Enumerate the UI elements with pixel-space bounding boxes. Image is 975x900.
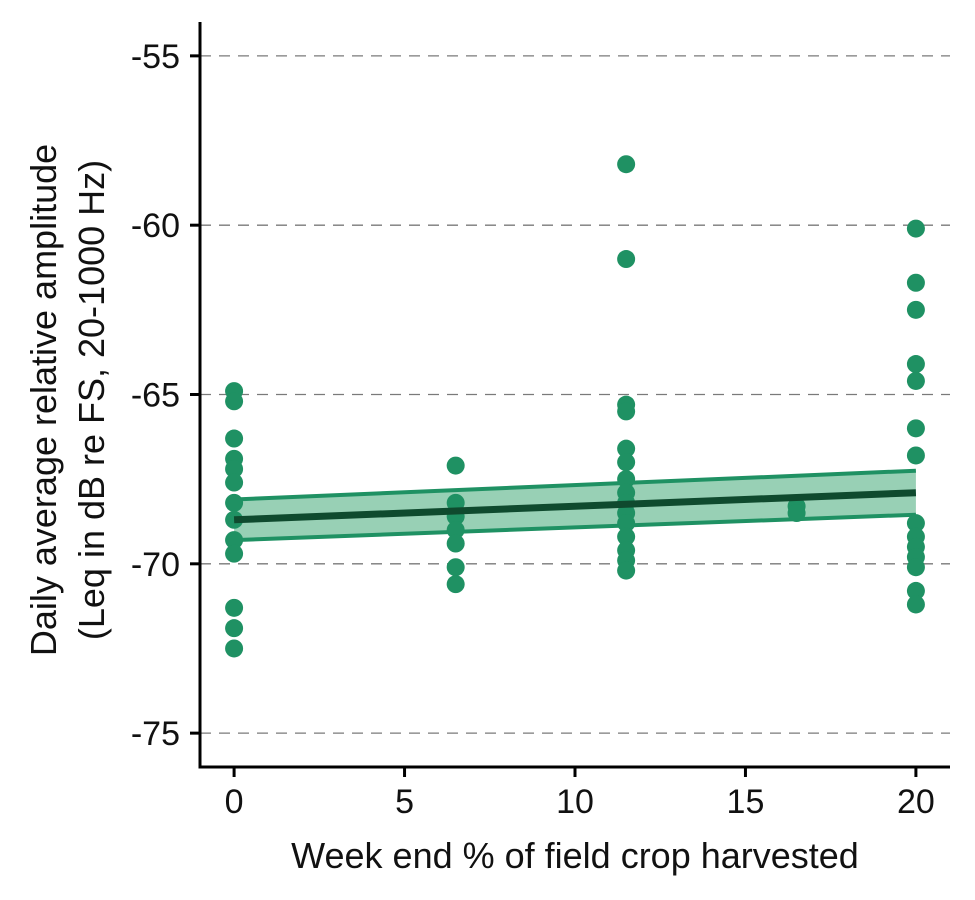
- data-point: [446, 520, 465, 539]
- data-point: [446, 558, 465, 577]
- data-point: [617, 155, 636, 174]
- data-point: [446, 534, 465, 553]
- y-tick-label: -65: [131, 377, 180, 415]
- x-tick-label: 5: [395, 783, 414, 821]
- data-point: [617, 470, 636, 489]
- y-tick-label: -70: [131, 546, 180, 584]
- confidence-band-upper-edge: [234, 468, 916, 502]
- data-point: [225, 598, 244, 617]
- axes: [190, 22, 950, 777]
- data-point: [906, 355, 925, 374]
- data-point: [906, 419, 925, 438]
- x-tick-label: 15: [727, 783, 765, 821]
- data-point: [225, 493, 244, 512]
- x-tick-labels: 0 5 10 15 20: [225, 783, 935, 821]
- data-point: [906, 514, 925, 533]
- data-point: [617, 439, 636, 458]
- data-point: [617, 561, 636, 580]
- data-point: [617, 453, 636, 472]
- data-point: [906, 558, 925, 577]
- data-point: [225, 460, 244, 478]
- regression-line: [233, 489, 917, 524]
- data-points: [225, 155, 925, 658]
- data-point: [906, 300, 925, 319]
- y-axis-title-line-1: Daily average relative amplitude: [23, 144, 64, 656]
- data-point: [225, 473, 244, 492]
- y-tick-label: -75: [131, 715, 180, 753]
- x-tick-label: 0: [225, 783, 244, 821]
- data-point: [225, 619, 244, 638]
- data-point: [225, 531, 244, 550]
- data-point: [446, 456, 465, 475]
- data-point: [787, 504, 806, 523]
- data-point: [906, 371, 925, 390]
- y-tick-labels: -55 -60 -65 -70 -75: [131, 38, 180, 753]
- data-point: [617, 250, 636, 269]
- data-point: [906, 446, 925, 465]
- y-tick-label: -60: [131, 207, 180, 245]
- y-axis-title-line-2: (Leq in dB re FS, 20-1000 Hz): [71, 160, 112, 640]
- x-tick-label: 20: [897, 783, 935, 821]
- data-point: [225, 392, 244, 411]
- x-tick-label: 10: [556, 783, 594, 821]
- data-point: [446, 575, 465, 594]
- data-point: [906, 273, 925, 292]
- data-point: [225, 429, 244, 448]
- data-point: [225, 639, 244, 658]
- x-axis-title: Week end % of field crop harvested: [291, 835, 859, 876]
- data-point: [617, 514, 636, 533]
- data-point: [906, 581, 925, 600]
- data-point: [906, 595, 925, 614]
- grid-lines: [200, 55, 950, 734]
- fit-line: [233, 489, 917, 524]
- y-tick-label: -55: [131, 38, 180, 76]
- data-point: [906, 219, 925, 238]
- data-point: [617, 402, 636, 421]
- data-point: [225, 544, 244, 563]
- data-point: [617, 527, 636, 546]
